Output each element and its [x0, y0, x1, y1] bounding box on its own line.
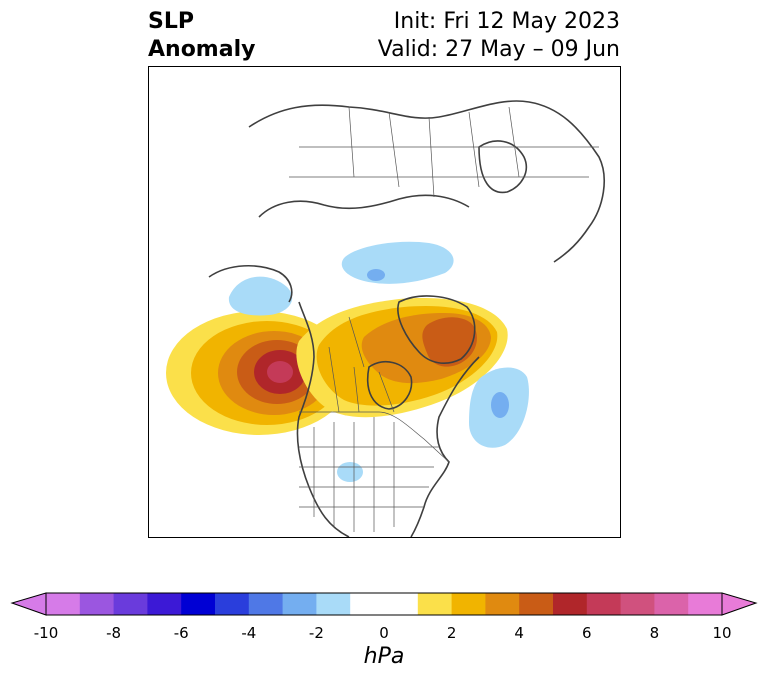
colorbar-cell	[248, 593, 284, 615]
negative-anomaly-bering	[228, 276, 293, 316]
map-panel	[148, 66, 621, 538]
colorbar-extend-low	[10, 592, 47, 616]
colorbar-cell	[181, 593, 216, 615]
init-date-label: Init: Fri 12 May 2023	[393, 9, 620, 34]
colorbar-tick-label: -2	[308, 624, 324, 642]
title-left: SLP Anomaly	[148, 8, 255, 64]
colorbar-tick-label: 0	[379, 624, 389, 642]
colorbar-cells	[46, 593, 723, 615]
negative-anomaly-central-us	[337, 462, 363, 482]
alaska	[208, 264, 293, 303]
colorbar-tick-label: -6	[173, 624, 189, 642]
colorbar-tick-label: 8	[649, 624, 660, 642]
colorbar-cell	[350, 593, 385, 615]
us-canada-border	[299, 411, 450, 463]
colorbar-cell	[384, 593, 419, 615]
colorbar-tick-label: -4	[241, 624, 257, 642]
political-borders	[289, 106, 599, 532]
anomaly-fills	[166, 241, 529, 482]
colorbar-cell	[451, 593, 486, 615]
positive-anomaly-arctic-4	[422, 317, 477, 367]
colorbar-cell	[147, 593, 182, 615]
hudson-bay	[367, 361, 413, 410]
colorbar-cell	[417, 593, 453, 615]
eurasia-country-lines	[289, 106, 599, 198]
colorbar	[10, 592, 758, 616]
negative-anomaly-atlantic-core	[491, 392, 509, 418]
valid-range-label: Valid: 27 May – 09 Jun	[377, 37, 620, 62]
colorbar-cell	[46, 593, 81, 615]
canada-province-lines	[328, 316, 395, 413]
title-variable: SLP	[148, 9, 194, 34]
colorbar-cell	[586, 593, 622, 615]
siberia-coast	[258, 194, 470, 218]
colorbar-frame	[45, 592, 723, 616]
negative-anomaly-arctic-ocean	[341, 241, 454, 284]
title-right: Init: Fri 12 May 2023 Valid: 27 May – 09…	[378, 8, 620, 64]
coastlines	[208, 100, 605, 537]
eurasia-coast	[248, 100, 605, 263]
colorbar-cell	[519, 593, 554, 615]
colorbar-cell	[654, 593, 689, 615]
colorbar-cell	[282, 593, 317, 615]
colorbar-cell	[688, 593, 723, 615]
colorbar-cell	[485, 593, 520, 615]
colorbar-cell	[620, 593, 655, 615]
scandinavia	[478, 140, 528, 194]
negative-anomaly-arctic-core	[367, 269, 385, 281]
colorbar-unit-label: hPa	[363, 644, 405, 669]
colorbar-tick-label: 10	[712, 624, 732, 642]
colorbar-tick-label: 4	[514, 624, 524, 642]
colorbar-cell	[215, 593, 250, 615]
colorbar-tick-label: 2	[446, 624, 457, 642]
anomaly-map	[166, 100, 605, 537]
title-field: Anomaly	[148, 37, 256, 62]
colorbar-tick-label: -10	[33, 624, 59, 642]
north-america-west-coast	[296, 301, 350, 537]
colorbar-cell	[113, 593, 148, 615]
colorbar-cell	[553, 593, 588, 615]
colorbar-cell	[316, 593, 351, 615]
us-state-lines	[299, 417, 439, 532]
colorbar-cell	[79, 593, 115, 615]
greenland	[397, 295, 476, 364]
colorbar-extend-high	[721, 592, 758, 616]
colorbar-tick-label: -8	[106, 624, 122, 642]
positive-anomaly-pacific-6	[267, 361, 293, 383]
colorbar-tick-label: 6	[582, 624, 592, 642]
